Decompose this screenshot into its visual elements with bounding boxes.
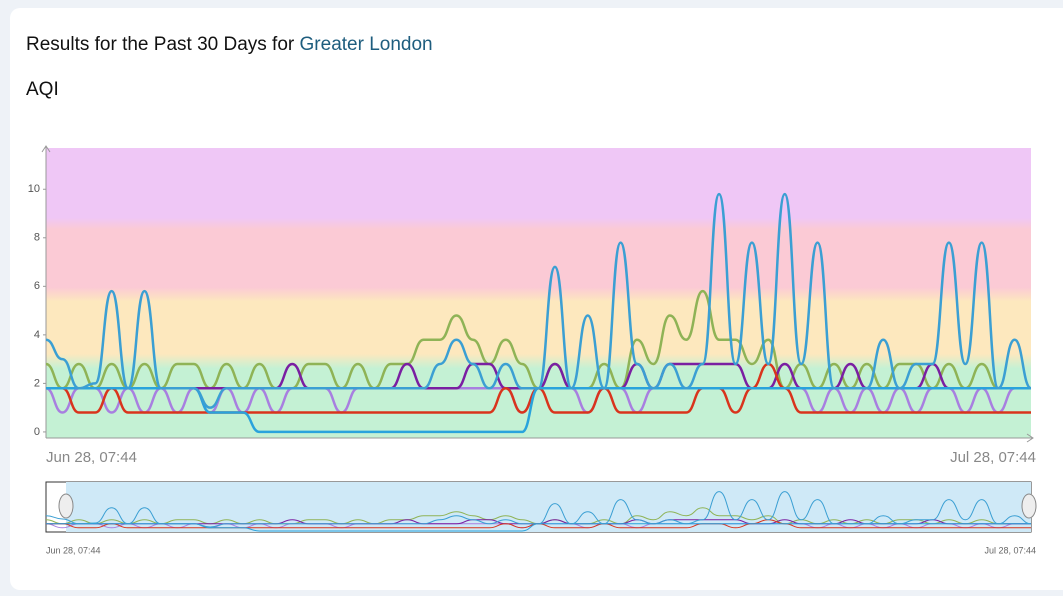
y-tick-label: 10 — [28, 183, 40, 195]
y-tick-label: 8 — [34, 232, 40, 244]
navigator-window[interactable] — [66, 482, 1031, 532]
x-tick-label: Jun 28, 07:44 — [46, 449, 137, 466]
title-text: Results for the Past 30 Days for — [26, 34, 295, 55]
navigator-label: Jul 28, 07:44 — [984, 545, 1036, 555]
y-tick-label: 4 — [34, 329, 40, 341]
navigator-label: Jun 28, 07:44 — [46, 545, 101, 555]
y-arrow — [41, 145, 51, 153]
y-tick-label: 6 — [34, 280, 40, 292]
navigator-handle-left[interactable] — [58, 493, 74, 519]
x-tick-label: Jul 28, 07:44 — [950, 449, 1036, 466]
navigator-line — [45, 491, 1032, 528]
navigator-handle-right[interactable] — [1021, 493, 1037, 519]
location: Greater London — [299, 34, 433, 55]
header-title: Results for the Past 30 Days for Greater… — [26, 34, 433, 56]
y-tick-label: 2 — [34, 377, 40, 389]
chart-title: AQI — [26, 79, 59, 100]
x-arrow — [1026, 433, 1034, 443]
y-tick-label: 0 — [34, 426, 40, 438]
plot-background — [46, 148, 1031, 438]
series-line — [45, 192, 1032, 409]
